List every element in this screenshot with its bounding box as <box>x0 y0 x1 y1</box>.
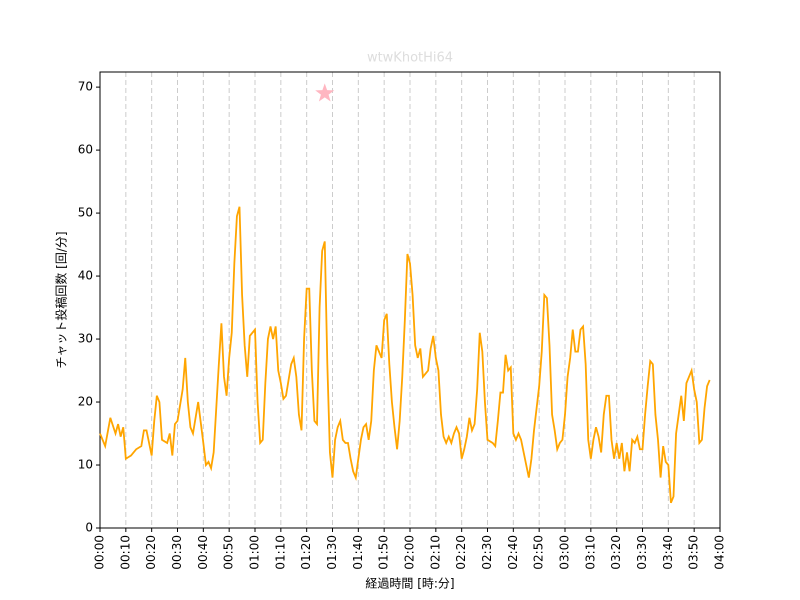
x-tick-label: 01:20 <box>299 535 313 570</box>
x-tick-label: 01:30 <box>325 535 339 570</box>
x-tick-label: 02:40 <box>506 535 520 570</box>
y-tick-label: 70 <box>78 80 93 94</box>
y-tick-label: 40 <box>78 269 93 283</box>
line-series <box>99 206 711 504</box>
plot-frame <box>99 71 721 529</box>
y-tick-label: 20 <box>78 395 93 409</box>
x-tick-label: 02:10 <box>428 535 442 570</box>
x-tick-label: 01:40 <box>351 535 365 570</box>
x-tick-label: 01:10 <box>273 535 287 570</box>
x-tick-label: 03:50 <box>687 535 701 570</box>
x-tick-label: 00:20 <box>144 535 158 570</box>
x-tick-label: 03:00 <box>558 535 572 570</box>
x-tick-label: 00:00 <box>93 535 107 570</box>
y-tick-label: 50 <box>78 206 93 220</box>
x-tick-label: 02:00 <box>403 535 417 570</box>
chart-title: wtwKhotHi64 <box>367 51 453 66</box>
x-tick-label: 00:30 <box>170 535 184 570</box>
y-tick-label: 10 <box>78 458 93 472</box>
x-axis-label: 経過時間 [時:分] <box>365 577 454 591</box>
x-tick-label: 02:20 <box>454 535 468 570</box>
x-tick-label: 01:50 <box>377 535 391 570</box>
x-tick-label: 02:50 <box>532 535 546 570</box>
x-tick-label: 04:00 <box>713 535 727 570</box>
x-tick-label: 00:50 <box>222 535 236 570</box>
x-tick-label: 03:10 <box>583 535 597 570</box>
y-tick-label: 60 <box>78 143 93 157</box>
x-tick-label: 02:30 <box>480 535 494 570</box>
y-tick-label: 0 <box>85 521 93 535</box>
star-marker <box>315 83 335 102</box>
x-tick-label: 00:40 <box>196 535 210 570</box>
x-tick-label: 01:00 <box>248 535 262 570</box>
y-axis-label: チャット投稿回数 [回/分] <box>54 231 69 368</box>
x-tick-label: 03:30 <box>635 535 649 570</box>
x-tick-label: 00:10 <box>118 535 132 570</box>
y-tick-label: 30 <box>78 332 93 346</box>
x-tick-label: 03:20 <box>609 535 623 570</box>
x-tick-label: 03:40 <box>661 535 675 570</box>
